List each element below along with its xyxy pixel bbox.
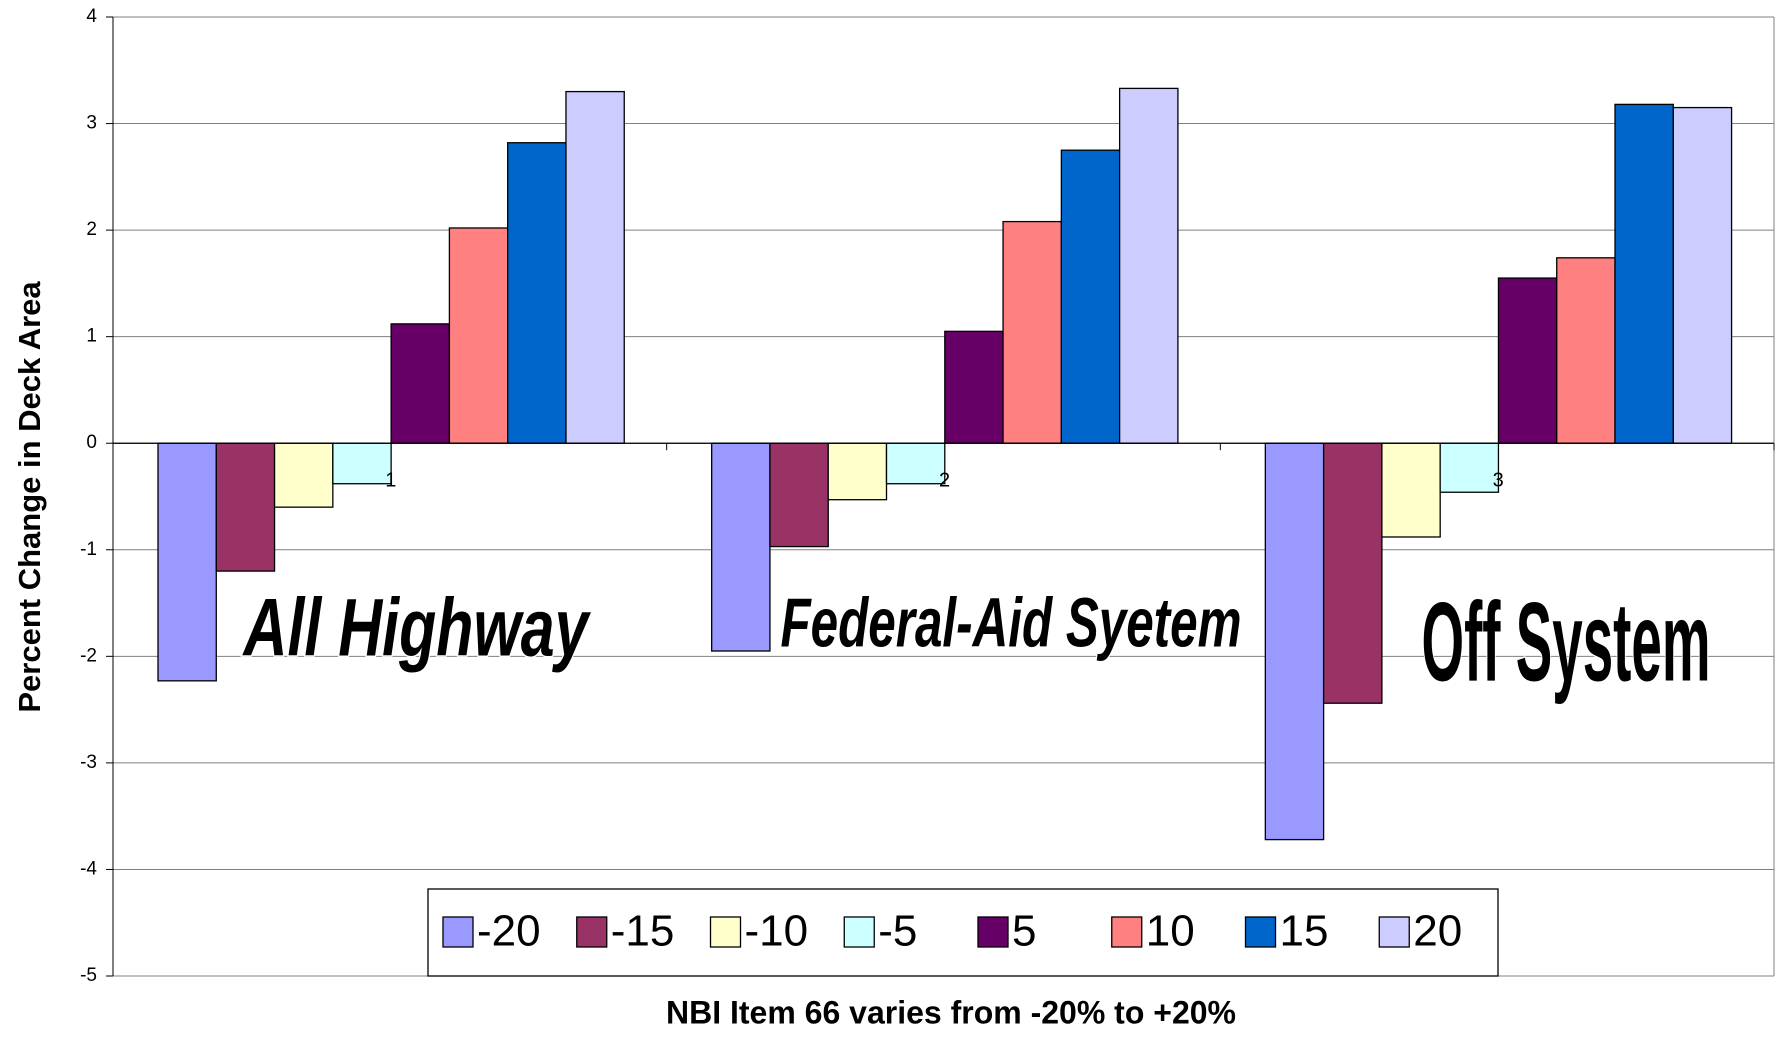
x-tick-label: 2 bbox=[939, 470, 950, 492]
legend-label: -20 bbox=[477, 907, 541, 956]
legend-swatch bbox=[843, 916, 875, 948]
bar bbox=[390, 323, 451, 444]
annotation: Federal-Aid Syetem bbox=[781, 583, 1242, 661]
bar bbox=[273, 442, 334, 508]
legend-label: 5 bbox=[1012, 907, 1036, 956]
bar bbox=[1118, 87, 1179, 444]
x-axis-title: NBI Item 66 varies from -20% to +20% bbox=[666, 994, 1236, 1030]
y-tick-label: 0 bbox=[86, 432, 97, 453]
legend-label: 15 bbox=[1280, 907, 1329, 956]
y-tick-label: 1 bbox=[86, 326, 97, 347]
legend-swatch bbox=[1111, 916, 1143, 948]
bar bbox=[215, 442, 276, 572]
legend-swatch bbox=[576, 916, 608, 948]
y-tick-label: -3 bbox=[80, 752, 97, 773]
annotation: All Highway bbox=[242, 583, 592, 674]
y-tick-label: -2 bbox=[80, 645, 97, 666]
bar bbox=[885, 442, 946, 485]
legend-swatch bbox=[442, 916, 474, 948]
y-axis-title: Percent Change in Deck Area bbox=[12, 281, 47, 713]
bar bbox=[944, 330, 1004, 444]
y-tick-label: -5 bbox=[80, 965, 97, 986]
bar bbox=[157, 442, 217, 682]
y-tick-label: -4 bbox=[80, 858, 97, 879]
bar bbox=[1381, 442, 1441, 538]
legend-swatch bbox=[709, 916, 742, 948]
y-tick-label: 3 bbox=[86, 113, 97, 134]
legend-swatch bbox=[1244, 916, 1277, 948]
bar bbox=[769, 442, 829, 548]
bar bbox=[507, 142, 567, 444]
legend-label: 10 bbox=[1146, 907, 1195, 956]
bar bbox=[1439, 442, 1500, 493]
bar bbox=[1002, 220, 1063, 444]
bar bbox=[1264, 442, 1325, 841]
bar bbox=[1614, 103, 1674, 444]
legend-label: -15 bbox=[611, 907, 675, 956]
x-tick-label: 3 bbox=[1493, 470, 1504, 492]
bar bbox=[1060, 149, 1121, 444]
legend-swatch bbox=[977, 916, 1009, 948]
bar bbox=[448, 227, 509, 444]
legend-label: -5 bbox=[878, 907, 917, 956]
bar bbox=[827, 442, 888, 501]
annotation: Off System bbox=[1422, 580, 1711, 705]
legend-label: -10 bbox=[745, 907, 809, 956]
legend-swatch bbox=[1378, 916, 1410, 948]
bar bbox=[332, 442, 392, 485]
bar bbox=[711, 442, 771, 652]
bar bbox=[1672, 106, 1733, 444]
bar bbox=[1322, 442, 1383, 704]
legend-label: 20 bbox=[1413, 907, 1462, 956]
bar bbox=[1497, 277, 1558, 444]
y-tick-label: 2 bbox=[86, 219, 97, 240]
bar bbox=[565, 90, 625, 444]
x-tick-label: 1 bbox=[385, 470, 396, 492]
y-tick-label: 4 bbox=[86, 6, 97, 27]
y-tick-label: -1 bbox=[80, 539, 97, 560]
bar bbox=[1556, 257, 1616, 444]
